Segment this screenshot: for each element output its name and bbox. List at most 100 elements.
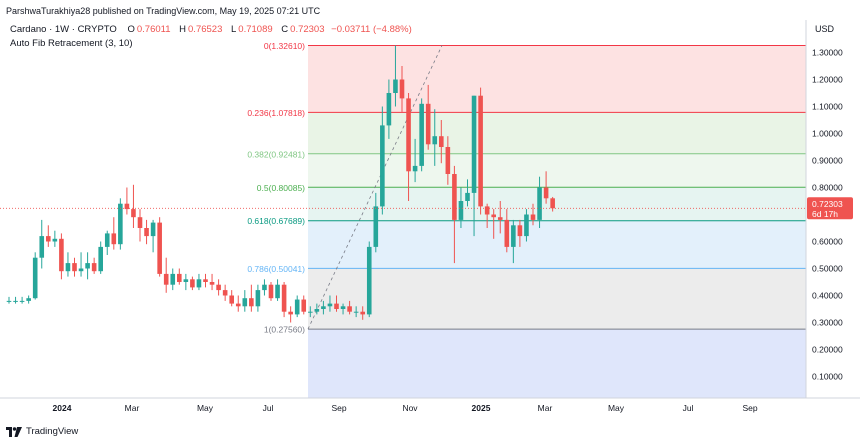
candle-body (425, 103, 431, 145)
candle (124, 187, 130, 215)
candle-body (445, 147, 451, 174)
candle-body (314, 309, 320, 312)
candle (13, 296, 18, 304)
fib-zone-0.382 (308, 153, 806, 188)
candle (412, 138, 418, 183)
candle (386, 79, 392, 139)
candle (137, 209, 143, 242)
last-price-badge-bg (807, 197, 853, 220)
candle (445, 136, 451, 185)
y-tick-label: 0.50000 (812, 264, 843, 274)
candle (268, 282, 274, 301)
candle-body (465, 192, 470, 201)
candle-body (39, 236, 45, 258)
candle (373, 192, 379, 253)
candle-body (308, 311, 313, 313)
fib-trend-line (307, 45, 443, 330)
candle (52, 230, 58, 247)
x-tick-label: Mar (538, 403, 553, 413)
candle-body (26, 298, 31, 301)
y-tick-label: 0.80000 (812, 183, 843, 193)
candle (255, 284, 261, 312)
candle-body (458, 201, 464, 220)
fib-label-0: 0(1.32610) (264, 41, 305, 51)
candle-body (439, 136, 444, 147)
candle (491, 209, 496, 239)
candle (222, 284, 228, 301)
x-tick-label: Sep (331, 403, 346, 413)
candle-body (222, 290, 228, 296)
candle (131, 184, 136, 228)
candle (294, 295, 300, 318)
fib-label-0.5: 0.5(0.80085) (257, 183, 305, 193)
candle (72, 257, 77, 277)
candle (275, 279, 280, 301)
price-axis: 1.30000 1.20000 1.10000 1.00000 0.90000 0.800… (807, 48, 853, 382)
candle (104, 230, 110, 255)
fib-zone-0.5 (308, 187, 806, 221)
x-tick-label: May (608, 403, 625, 413)
tradingview-logo-icon (6, 426, 22, 437)
close-label: C (281, 24, 289, 35)
candle-body (478, 95, 483, 207)
candle-body (399, 79, 405, 99)
candle-body (432, 136, 438, 145)
candle-body (150, 222, 156, 237)
candle-body (393, 79, 398, 93)
candle-body (327, 303, 333, 307)
candle-body (157, 222, 162, 274)
tradingview-logo: TradingView (6, 426, 78, 437)
candle (406, 93, 411, 201)
candle-body (412, 165, 418, 172)
candle (196, 273, 202, 291)
candle-body (275, 284, 280, 299)
candle-body (334, 303, 339, 309)
candle (262, 279, 267, 296)
candle-body (255, 290, 261, 307)
currency-label[interactable]: USD (815, 24, 835, 34)
candle (517, 219, 523, 247)
fib-label-0.786: 0.786(0.50041) (247, 264, 305, 274)
candle (78, 252, 84, 277)
fib-zone-0 (308, 45, 806, 113)
candle (347, 300, 352, 315)
candle-body (484, 206, 490, 215)
candle (288, 306, 293, 323)
candle (321, 300, 326, 315)
high-label: H (179, 24, 187, 35)
x-tick-label: Nov (402, 403, 418, 413)
candle-body (419, 103, 424, 166)
candle-body (13, 300, 18, 302)
candle-body (321, 306, 326, 309)
candle-body (6, 300, 12, 302)
candle (543, 171, 549, 204)
candle (530, 203, 536, 226)
candle (190, 276, 195, 291)
candle (340, 303, 346, 315)
candle (216, 279, 221, 296)
candle (334, 295, 339, 312)
candle-body (268, 284, 274, 299)
candle (537, 176, 542, 228)
candle-body (491, 214, 496, 218)
symbol-ohlc-legend: Cardano · 1W · CRYPTO O 0.76011 H 0.76523 … (10, 24, 412, 35)
candle-body (301, 299, 307, 312)
indicator-legend[interactable]: Auto Fib Retracement (3, 10) (10, 38, 133, 49)
candle-body (366, 246, 372, 315)
candle (163, 257, 169, 293)
candle-body (504, 219, 510, 247)
candle (170, 268, 176, 291)
fib-label-1: 1(0.27560) (264, 325, 305, 335)
candle-body (203, 279, 208, 282)
y-tick-label: 0.20000 (812, 345, 843, 355)
y-tick-label: 1.20000 (812, 75, 843, 85)
candle-body (209, 282, 215, 285)
candle (550, 196, 555, 212)
candle-body (19, 300, 25, 302)
candle-body (294, 299, 300, 315)
candle-body (65, 263, 71, 272)
candle-body (124, 203, 130, 210)
candle (19, 296, 25, 304)
